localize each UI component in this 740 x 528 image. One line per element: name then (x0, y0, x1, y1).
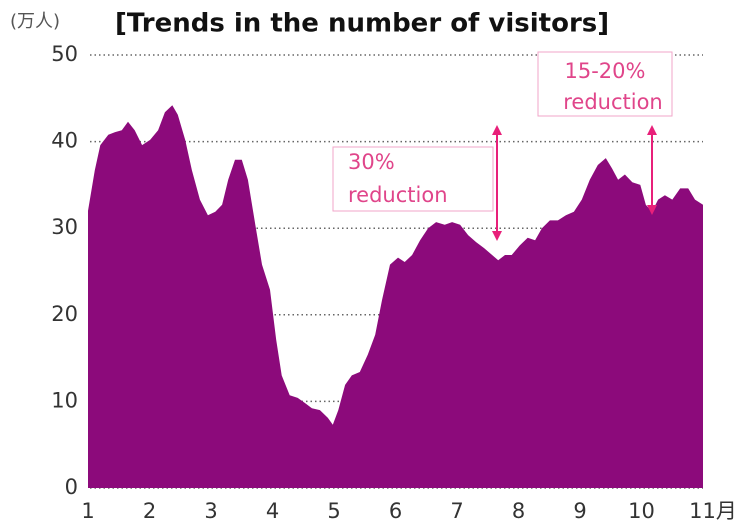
x-tick-label: 4 (266, 499, 279, 523)
y-tick-label: 30 (51, 215, 78, 239)
x-tick-label: 1 (81, 499, 94, 523)
x-tick-label: 2 (143, 499, 156, 523)
x-tick-label: 5 (327, 499, 340, 523)
x-tick-label: 9 (573, 499, 586, 523)
x-tick-label: 8 (512, 499, 525, 523)
annotation: 15-20% (565, 59, 646, 83)
y-tick-label: 50 (51, 42, 78, 66)
annotation-box (537, 51, 673, 117)
y-tick-label: 10 (51, 388, 78, 412)
annotation: reduction (563, 90, 663, 114)
chart-title: [Trends in the number of visitors] (115, 9, 609, 39)
y-tick-label: 20 (51, 302, 78, 326)
annotation: reduction (348, 183, 448, 207)
area (88, 105, 703, 488)
x-tick-label: 7 (450, 499, 463, 523)
y-axis-label: (万人) (10, 11, 60, 32)
x-tick-label: 6 (389, 499, 402, 523)
x-tick-label: 11月 (689, 499, 737, 523)
x-tick-label: 3 (204, 499, 217, 523)
x-tick-label: 10 (628, 499, 655, 523)
annotation: 30% (348, 150, 395, 174)
y-tick-label: 0 (65, 475, 78, 499)
annotation-box (332, 146, 494, 212)
y-tick-label: 40 (51, 129, 78, 153)
